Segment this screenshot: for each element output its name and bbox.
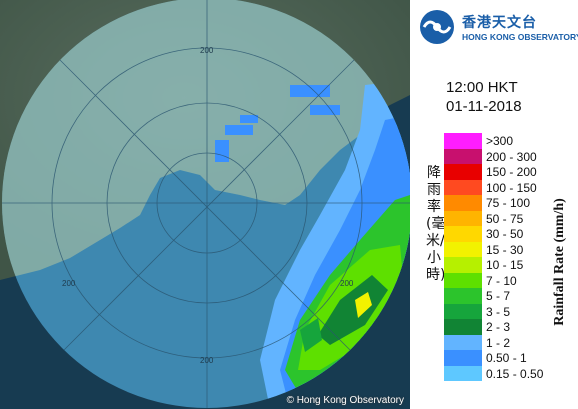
legend-swatch (444, 272, 482, 288)
legend-label: 150 - 200 (486, 165, 537, 179)
legend-label: 10 - 15 (486, 258, 524, 272)
legend-swatch (444, 365, 482, 381)
legend-item: 50 - 75 (444, 210, 550, 226)
legend-swatch (444, 179, 482, 195)
timestamp: 12:00 HKT 01-11-2018 (446, 78, 522, 116)
legend-label: 0.50 - 1 (486, 351, 527, 365)
legend-swatch (444, 241, 482, 257)
legend-label: 100 - 150 (486, 180, 537, 195)
legend-item: 15 - 30 (444, 241, 550, 257)
legend-item: 10 - 15 (444, 257, 550, 273)
legend-swatch (444, 226, 482, 242)
copyright-credit: © Hong Kong Observatory (286, 395, 404, 406)
time-label: 12:00 HKT (446, 79, 518, 96)
legend-label: 75 - 100 (486, 196, 531, 210)
legend-title-zh: 降雨率(毫米/小時) (426, 165, 446, 283)
range-ring-label: 200 (340, 279, 354, 288)
rainfall-legend: >300 200 - 300 150 - 200 100 - 150 75 - 100 5… (444, 133, 550, 381)
range-ring-label: 200 (200, 46, 214, 55)
legend-panel: 香港天文台 HONG KONG OBSERVATORY 12:00 HKT 01… (410, 0, 578, 409)
legend-label: 1 - 2 (486, 335, 511, 350)
legend-item: 7 - 10 (444, 272, 550, 288)
legend-label: 3 - 5 (486, 304, 511, 319)
legend-swatch (444, 148, 482, 164)
legend-swatch (444, 288, 482, 304)
legend-item: >300 (444, 133, 550, 149)
range-ring-label: 200 (200, 356, 214, 365)
logo-name-zh: 香港天文台 (462, 15, 537, 31)
legend-item: 2 - 3 (444, 319, 550, 335)
radar-map[interactable]: 200 200 200 200 © Hong Kong Observatory (0, 0, 410, 409)
legend-item: 100 - 150 (444, 179, 550, 195)
range-ring-label: 200 (62, 279, 76, 288)
legend-swatch (444, 334, 482, 350)
legend-label: 50 - 75 (486, 211, 524, 226)
legend-item: 3 - 5 (444, 303, 550, 319)
legend-label: 200 - 300 (486, 149, 537, 164)
legend-swatch (444, 303, 482, 319)
legend-swatch (444, 133, 482, 149)
legend-item: 150 - 200 (444, 164, 550, 180)
logo-name-en: HONG KONG OBSERVATORY (462, 32, 578, 42)
legend-item: 200 - 300 (444, 148, 550, 164)
legend-label: 2 - 3 (486, 320, 511, 334)
legend-swatch (444, 257, 482, 273)
legend-item: 1 - 2 (444, 334, 550, 350)
legend-swatch (444, 195, 482, 211)
legend-swatch (444, 210, 482, 226)
legend-label: 7 - 10 (486, 273, 517, 288)
legend-item: 0.15 - 0.50 (444, 365, 550, 381)
legend-label: 30 - 50 (486, 227, 524, 241)
legend-swatch (444, 319, 482, 335)
legend-label: 0.15 - 0.50 (486, 366, 544, 381)
observatory-logo[interactable]: 香港天文台 HONG KONG OBSERVATORY (418, 8, 578, 48)
legend-item: 5 - 7 (444, 288, 550, 304)
legend-item: 30 - 50 (444, 226, 550, 242)
legend-item: 0.50 - 1 (444, 350, 550, 366)
legend-item: 75 - 100 (444, 195, 550, 211)
legend-label: >300 (486, 134, 514, 148)
observatory-emblem-icon (420, 10, 454, 44)
legend-swatch (444, 164, 482, 180)
legend-title-en: Rainfall Rate (mm/h) (552, 198, 567, 326)
legend-swatch (444, 350, 482, 366)
date-label: 01-11-2018 (446, 98, 522, 115)
legend-label: 15 - 30 (486, 242, 524, 257)
legend-label: 5 - 7 (486, 289, 511, 303)
